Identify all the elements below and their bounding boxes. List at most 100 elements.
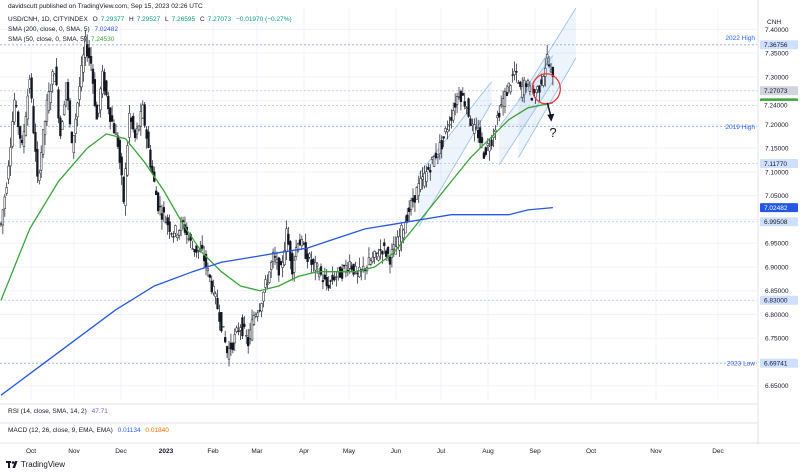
candle-body <box>218 312 221 322</box>
candle-body <box>308 253 311 258</box>
candle-body <box>66 82 70 101</box>
candle-body <box>187 238 190 240</box>
trend-channel-fill <box>518 8 576 158</box>
candle-body <box>91 68 95 84</box>
candle-body <box>34 132 37 152</box>
candle-body <box>47 91 51 112</box>
level-label: 2023 Low <box>727 361 755 368</box>
candle-body <box>545 54 549 59</box>
candle-body <box>26 95 29 120</box>
y-tick-label: 7.35000 <box>765 51 789 58</box>
candle-body <box>385 250 388 257</box>
candle-body <box>243 323 246 327</box>
candle-body <box>210 280 213 293</box>
candle-body <box>63 104 66 115</box>
candle-body <box>191 248 194 250</box>
candle-body <box>36 148 39 177</box>
candle-body <box>293 259 296 273</box>
candle-body <box>515 71 518 73</box>
candle-body <box>51 71 54 85</box>
candle-body <box>511 74 514 76</box>
candle-body <box>277 257 280 276</box>
candle-body <box>114 132 118 135</box>
candle-body <box>15 105 18 107</box>
x-tick-label: Dec <box>712 448 724 455</box>
candle-body <box>11 121 14 147</box>
y-tick-label: 7.05000 <box>765 193 789 200</box>
candle-body <box>431 156 434 160</box>
candle-body <box>482 152 486 159</box>
x-tick-label: Aug <box>482 448 494 455</box>
candle-body <box>388 256 392 265</box>
candle-body <box>256 312 259 317</box>
price-tag <box>760 203 798 213</box>
candle-body <box>74 118 77 134</box>
candle-body <box>245 335 248 337</box>
legend-sma50-line: SMA (50, close, 0, SMA, 5) 7.24530 <box>8 36 117 43</box>
candle-body <box>492 135 495 138</box>
candle-body <box>254 314 257 317</box>
candle-body <box>258 310 261 312</box>
candle-body <box>248 329 252 339</box>
candle-body <box>540 79 543 85</box>
candle-body <box>325 277 328 287</box>
price-tag <box>760 40 798 50</box>
candle-body <box>72 135 75 153</box>
y-tick-label: 7.40000 <box>765 27 789 34</box>
trend-channel-fill <box>499 55 553 165</box>
macd-legend: MACD (12, 26, close, 9, EMA, EMA) 0.0113… <box>8 427 172 434</box>
candle-body <box>107 95 110 110</box>
legend-symbol[interactable]: USD/CNH, 1D, CITYINDEX <box>8 16 88 23</box>
highlight-circle <box>531 73 561 105</box>
candle-body <box>9 147 12 167</box>
candle-body <box>260 303 263 312</box>
legend-sma200-name[interactable]: SMA (200, close, 0, SMA, 5) <box>8 26 90 33</box>
candle-body <box>275 258 279 263</box>
candle-body <box>40 152 43 171</box>
candle-body <box>396 236 399 248</box>
legend-sma50-value: 7.24530 <box>90 36 115 43</box>
candle-body <box>174 225 177 234</box>
rsi-name[interactable]: RSI (14, close, SMA, 14, 2) <box>8 408 87 415</box>
x-tick-label: Feb <box>207 448 219 455</box>
candle-body <box>490 139 493 147</box>
candle-body <box>312 258 315 265</box>
candle-body <box>43 121 47 135</box>
candle-body <box>404 222 407 234</box>
candle-body <box>61 121 64 131</box>
candle-body <box>461 93 464 96</box>
candle-body <box>501 98 505 107</box>
candle-body <box>133 129 137 138</box>
y-tick-label: 7.10000 <box>765 169 789 176</box>
candle-body <box>86 44 89 57</box>
price-tag <box>760 159 798 169</box>
legend-sma50-name[interactable]: SMA (50, close, 0, SMA, 5) <box>8 36 87 43</box>
candle-body <box>423 172 426 187</box>
y-tick-label: 6.85000 <box>765 288 789 295</box>
candle-body <box>498 112 501 118</box>
candle-body <box>477 129 480 139</box>
candle-body <box>135 127 139 135</box>
price-tag-label: 7.11770 <box>764 161 787 168</box>
candle-body <box>346 269 349 272</box>
macd-name[interactable]: MACD (12, 26, close, 9, EMA, EMA) <box>8 427 113 434</box>
candle-body <box>162 207 166 213</box>
candle-body <box>178 230 181 236</box>
price-tag-label: 7.27073 <box>764 88 788 95</box>
candle-body <box>469 118 472 126</box>
candle-body <box>348 261 351 269</box>
candle-body <box>216 298 219 310</box>
price-tag-label: 7.02482 <box>764 205 788 212</box>
trend-channel-fill <box>418 81 492 227</box>
candle-body <box>141 104 144 119</box>
candle-body <box>281 261 284 268</box>
tradingview-logo-icon <box>6 461 18 468</box>
candle-body <box>419 178 422 190</box>
x-tick-label: Apr <box>299 448 310 455</box>
candle-body <box>197 249 200 252</box>
candle-body <box>208 274 212 278</box>
candle-body <box>147 131 150 148</box>
tradingview-brand: TradingView <box>21 460 66 469</box>
candle-body <box>296 243 300 252</box>
